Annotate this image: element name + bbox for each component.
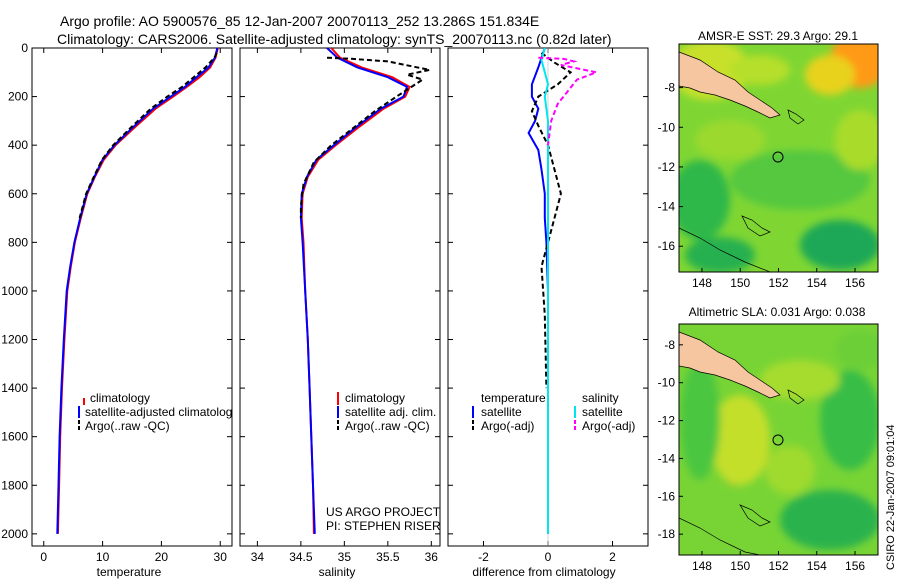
legend-d-temp-argo: Argo(-adj) xyxy=(481,419,534,433)
y-tick-label: 1200 xyxy=(1,333,28,347)
y-tick-label: 1600 xyxy=(1,430,28,444)
x-tick-label: 35 xyxy=(338,550,352,564)
map-y-tick-label: -8 xyxy=(664,338,675,352)
legend-d-temp-satellite: satellite xyxy=(481,405,522,419)
sla-map-title: Altimetric SLA: 0.031 Argo: 0.038 xyxy=(689,305,866,319)
legend-d-temperature-title: temperature xyxy=(481,391,546,405)
header-line-2: Climatology: CARS2006. Satellite-adjuste… xyxy=(57,31,612,47)
map-x-tick-label: 154 xyxy=(807,559,827,573)
sla-map-panel: Altimetric SLA: 0.031 Argo: 0.038 148 150… xyxy=(658,305,879,573)
map-y-tick-label: -12 xyxy=(658,160,676,174)
sst-land-new-guinea xyxy=(679,51,781,119)
map-x-tick-label: 148 xyxy=(692,276,712,290)
sst-map-ticks: 148 150 152 154 156 -8 -10 -12 -14 -16 xyxy=(658,81,866,290)
map-y-tick-label: -18 xyxy=(658,527,676,541)
temperature-xlabel: temperature xyxy=(97,565,162,579)
map-y-tick-label: -16 xyxy=(658,239,676,253)
difference-xlabel: difference from climatology xyxy=(472,565,615,579)
pi-annotation: PI: STEPHEN RISER xyxy=(326,519,441,533)
series-line-argo xyxy=(299,56,430,218)
sla-land-new-guinea xyxy=(679,331,781,399)
sla-profile-marker xyxy=(772,434,784,446)
legend-t-satellite: satellite-adjusted climatology xyxy=(85,405,238,419)
x-tick-label: -2 xyxy=(478,550,489,564)
legend-d-sal-satellite: satellite xyxy=(582,405,623,419)
salinity-ticks: 34 34.5 35 35.5 36 xyxy=(240,47,440,564)
x-tick-label: 0 xyxy=(40,550,47,564)
temperature-ticks: 0 10 20 30 0 200 400 600 800 1000 1200 1400 1600 1800… xyxy=(1,41,232,564)
map-x-tick-label: 152 xyxy=(768,276,788,290)
legend-t-argo: Argo(..raw -QC) xyxy=(85,419,170,433)
map-x-tick-label: 152 xyxy=(768,559,788,573)
difference-legend: temperature salinity satellite Argo(-adj… xyxy=(472,391,635,433)
x-tick-label: 20 xyxy=(155,550,169,564)
sst-map-field xyxy=(679,44,878,272)
temperature-legend: climatology satellite-adjusted climatolo… xyxy=(78,391,238,433)
salinity-xlabel: salinity xyxy=(319,565,356,579)
map-y-tick-label: -16 xyxy=(658,489,676,503)
series-line-satellite xyxy=(299,48,409,534)
temperature-lines xyxy=(56,48,219,534)
sst-map-panel: AMSR-E SST: 29.3 Argo: 29.1 148 150 xyxy=(658,29,879,290)
y-tick-label: 1400 xyxy=(1,381,28,395)
y-tick-label: 800 xyxy=(8,235,28,249)
difference-lines xyxy=(527,48,600,546)
map-y-tick-label: -12 xyxy=(658,414,676,428)
header-line-1: Argo profile: AO 5900576_85 12-Jan-2007 … xyxy=(60,13,539,29)
legend-d-salinity-title: salinity xyxy=(582,391,619,405)
legend-s-argo: Argo(..raw -QC) xyxy=(345,419,430,433)
x-tick-label: 35.5 xyxy=(376,550,400,564)
sst-profile-marker xyxy=(772,151,784,163)
salinity-axes-box xyxy=(239,47,441,547)
sla-map-ticks: 148 150 152 154 156 -8 -10 -12 -14 -16 -18 xyxy=(658,338,866,573)
y-tick-label: 1800 xyxy=(1,478,28,492)
map-y-tick-label: -10 xyxy=(658,376,676,390)
difference-ticks: -2 0 2 xyxy=(448,47,648,564)
salinity-panel: 34 34.5 35 35.5 36 salinity climatology sate… xyxy=(239,47,441,579)
map-x-tick-label: 150 xyxy=(730,559,750,573)
salinity-lines xyxy=(299,48,430,534)
legend-s-satellite: satellite adj. clim. xyxy=(345,405,436,419)
temperature-panel: 0 10 20 30 0 200 400 600 800 1000 1200 1400 1600 1800… xyxy=(1,41,238,579)
x-tick-label: 36 xyxy=(425,550,439,564)
x-tick-label: 34.5 xyxy=(289,550,313,564)
salinity-legend: climatology satellite adj. clim. Argo(..… xyxy=(337,391,436,433)
x-tick-label: 2 xyxy=(609,550,616,564)
legend-t-climatology: climatology xyxy=(90,391,150,405)
map-x-tick-label: 156 xyxy=(845,559,865,573)
y-tick-label: 600 xyxy=(8,187,28,201)
x-tick-label: 30 xyxy=(214,550,228,564)
map-y-tick-label: -14 xyxy=(658,451,676,465)
difference-panel: -2 0 2 difference from climatology tempera… xyxy=(447,47,649,579)
map-x-tick-label: 156 xyxy=(845,276,865,290)
y-tick-label: 1000 xyxy=(1,284,28,298)
legend-s-climatology: climatology xyxy=(345,391,405,405)
map-y-tick-label: -8 xyxy=(664,81,675,95)
series-line-argo xyxy=(78,52,218,219)
y-tick-label: 200 xyxy=(8,90,28,104)
x-tick-label: 0 xyxy=(545,550,552,564)
x-tick-label: 34 xyxy=(251,550,265,564)
project-annotation: US ARGO PROJECT xyxy=(326,505,441,519)
series-line-salinity-argo xyxy=(538,56,600,146)
y-tick-label: 0 xyxy=(21,41,28,55)
sst-map-title: AMSR-E SST: 29.3 Argo: 29.1 xyxy=(698,29,858,43)
sla-map-field xyxy=(679,324,878,555)
map-x-tick-label: 148 xyxy=(692,559,712,573)
y-tick-label: 400 xyxy=(8,138,28,152)
y-tick-label: 2000 xyxy=(1,527,28,541)
map-y-tick-label: -10 xyxy=(658,120,676,134)
map-x-tick-label: 154 xyxy=(807,276,827,290)
footer-stamp: CSIRO 22-Jan-2007 09:01:04 xyxy=(885,424,897,570)
legend-d-sal-argo: Argo(-adj) xyxy=(582,419,635,433)
map-y-tick-label: -14 xyxy=(658,200,676,214)
map-x-tick-label: 150 xyxy=(730,276,750,290)
temperature-axes-box xyxy=(31,47,233,547)
x-tick-label: 10 xyxy=(96,550,110,564)
